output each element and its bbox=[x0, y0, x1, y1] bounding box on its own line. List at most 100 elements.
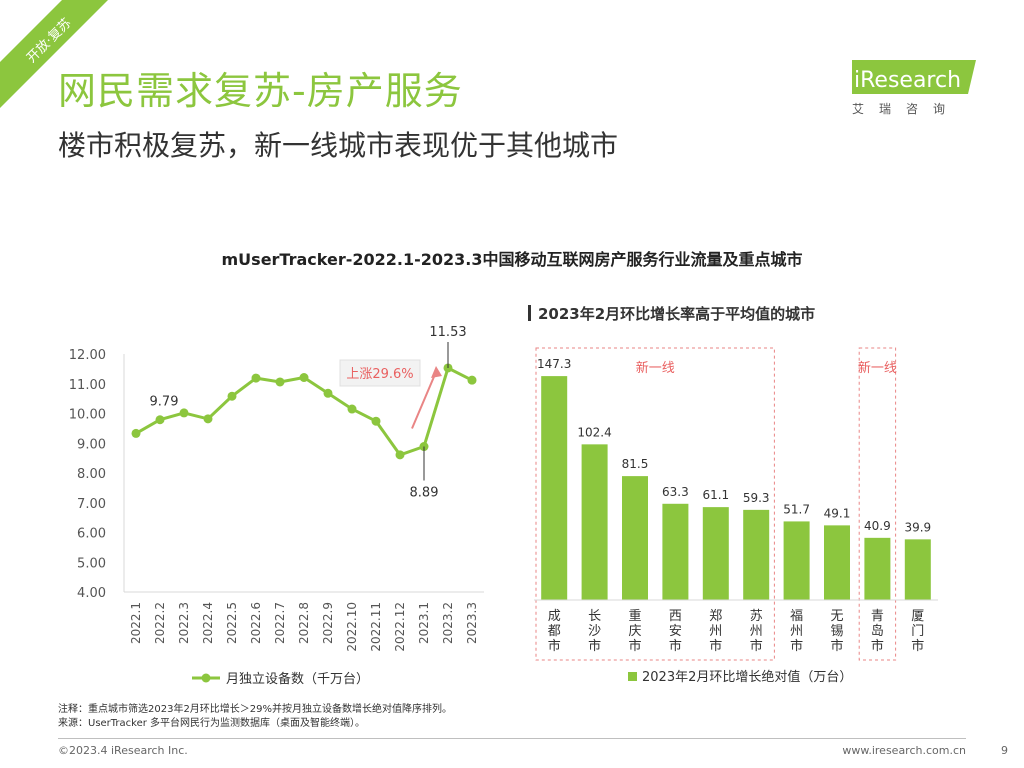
x-tick-label: 2023.1 bbox=[417, 602, 431, 644]
line-point bbox=[419, 442, 429, 452]
category-label-char: 成 bbox=[548, 609, 561, 624]
bar bbox=[743, 509, 770, 600]
y-tick-label: 5.00 bbox=[77, 556, 106, 571]
x-tick-label: 2023.3 bbox=[465, 602, 479, 644]
group-box bbox=[858, 347, 897, 661]
y-tick-label: 6.00 bbox=[77, 527, 106, 542]
page-subtitle: 楼市积极复苏，新一线城市表现优于其他城市 bbox=[58, 129, 619, 162]
data-label: 8.89 bbox=[410, 486, 439, 501]
category-label-char: 市 bbox=[548, 638, 561, 654]
copyright: ©2023.4 iResearch Inc. bbox=[58, 744, 188, 757]
data-label: 9.79 bbox=[150, 395, 179, 410]
line-chart: 4.005.006.007.008.009.0010.0011.0012.00 … bbox=[69, 325, 484, 687]
group-label: 新一线 bbox=[858, 360, 897, 376]
group-box bbox=[535, 347, 775, 661]
notes: 注释：重点城市筛选2023年2月环比增长＞29%并按月独立设备数增长绝对值降序排… bbox=[58, 703, 452, 731]
note-line: 注释：重点城市筛选2023年2月环比增长＞29%并按月独立设备数增长绝对值降序排… bbox=[58, 704, 453, 715]
bar-data-label: 63.3 bbox=[662, 485, 689, 499]
bar-legend-label: 2023年2月环比增长绝对值（万台） bbox=[642, 669, 852, 685]
line-point bbox=[395, 450, 405, 460]
bar-data-label: 59.3 bbox=[743, 491, 770, 505]
line-point bbox=[155, 415, 165, 425]
line-point bbox=[251, 373, 261, 383]
category-label-char: 苏 bbox=[750, 608, 763, 624]
page-number: 9 bbox=[1001, 744, 1008, 757]
annotation-box bbox=[339, 359, 421, 387]
y-tick-label: 9.00 bbox=[77, 437, 106, 452]
category-label-char: 市 bbox=[709, 638, 722, 654]
bar-data-label: 51.7 bbox=[783, 502, 810, 516]
category-label-char: 青 bbox=[871, 609, 884, 624]
chart-title: mUserTracker-2022.1-2023.3中国移动互联网房产服务行业流… bbox=[221, 250, 803, 269]
y-tick-label: 10.00 bbox=[69, 408, 106, 423]
category-label-char: 市 bbox=[628, 638, 641, 654]
category-label-char: 市 bbox=[790, 638, 803, 654]
bar bbox=[824, 525, 850, 600]
line-point bbox=[467, 375, 477, 385]
category-label-char: 州 bbox=[750, 624, 763, 639]
category-label-char: 西 bbox=[669, 609, 682, 624]
x-tick-label: 2022.11 bbox=[369, 602, 383, 652]
category-label-char: 市 bbox=[911, 638, 924, 654]
legend-label: 月独立设备数（千万台） bbox=[226, 671, 369, 687]
logo-subtitle: 艾瑞咨询 bbox=[852, 102, 961, 116]
bar-chart-title: 2023年2月环比增长率高于平均值的城市 bbox=[538, 305, 815, 323]
bar-data-label: 147.3 bbox=[537, 357, 571, 371]
bar-chart: 2023年2月环比增长率高于平均值的城市 新一线 新一线 147.3 102.4 81… bbox=[528, 305, 938, 685]
footer-divider bbox=[58, 738, 966, 739]
y-tick-label: 7.00 bbox=[77, 497, 106, 512]
x-tick-label: 2023.2 bbox=[441, 602, 455, 644]
category-label-char: 郑 bbox=[709, 609, 722, 624]
y-tick-label: 4.00 bbox=[77, 586, 106, 601]
bar bbox=[702, 507, 729, 600]
category-label-char: 市 bbox=[750, 638, 763, 654]
bar-data-label: 81.5 bbox=[622, 457, 649, 471]
bar bbox=[783, 521, 810, 600]
x-tick-label: 2022.4 bbox=[201, 602, 215, 644]
bar bbox=[541, 376, 568, 600]
category-label-char: 市 bbox=[830, 638, 843, 654]
category-label-char: 市 bbox=[669, 638, 682, 654]
x-tick-label: 2022.10 bbox=[345, 602, 359, 652]
category-label-char: 岛 bbox=[871, 623, 884, 639]
bar bbox=[662, 503, 689, 600]
bar-title-marker bbox=[528, 305, 531, 321]
bar-data-label: 102.4 bbox=[577, 425, 611, 439]
x-tick-label: 2022.12 bbox=[393, 602, 407, 652]
line-point bbox=[203, 414, 213, 424]
x-tick-label: 2022.3 bbox=[177, 602, 191, 644]
bar-data-label: 40.9 bbox=[864, 519, 891, 533]
logo-brand-text: iResearch bbox=[854, 68, 961, 93]
line-point bbox=[299, 373, 309, 383]
category-label-char: 锡 bbox=[830, 624, 843, 639]
bar bbox=[581, 444, 608, 600]
category-label-char: 长 bbox=[588, 609, 601, 624]
bar bbox=[622, 476, 648, 600]
line-point bbox=[227, 391, 237, 401]
x-tick-label: 2022.8 bbox=[297, 602, 311, 644]
line-point bbox=[275, 377, 285, 387]
iresearch-logo: iResearch bbox=[852, 60, 976, 94]
x-tick-label: 2022.2 bbox=[153, 602, 167, 644]
site-url[interactable]: www.iresearch.com.cn bbox=[842, 744, 966, 757]
x-tick-label: 2022.9 bbox=[321, 602, 335, 644]
y-tick-label: 11.00 bbox=[69, 378, 106, 393]
category-label-char: 安 bbox=[669, 624, 682, 639]
legend-marker bbox=[201, 673, 211, 683]
corner-tag: 开放·复苏 bbox=[0, 0, 120, 120]
x-tick-label: 2022.7 bbox=[273, 602, 287, 644]
category-label-char: 门 bbox=[911, 624, 924, 639]
category-label-char: 福 bbox=[790, 609, 803, 624]
y-tick-label: 12.00 bbox=[69, 348, 106, 363]
category-label-char: 无 bbox=[830, 609, 843, 624]
x-tick-label: 2022.6 bbox=[249, 602, 263, 644]
bar-data-label: 39.9 bbox=[904, 520, 931, 534]
category-label-char: 都 bbox=[548, 624, 561, 639]
category-label-char: 庆 bbox=[628, 624, 641, 639]
category-label-char: 州 bbox=[709, 624, 722, 639]
logo-shape bbox=[852, 60, 976, 94]
line-point bbox=[323, 388, 333, 398]
x-tick-label: 2022.5 bbox=[225, 602, 239, 644]
x-tick-label: 2022.1 bbox=[129, 602, 143, 644]
line-point bbox=[131, 428, 141, 438]
